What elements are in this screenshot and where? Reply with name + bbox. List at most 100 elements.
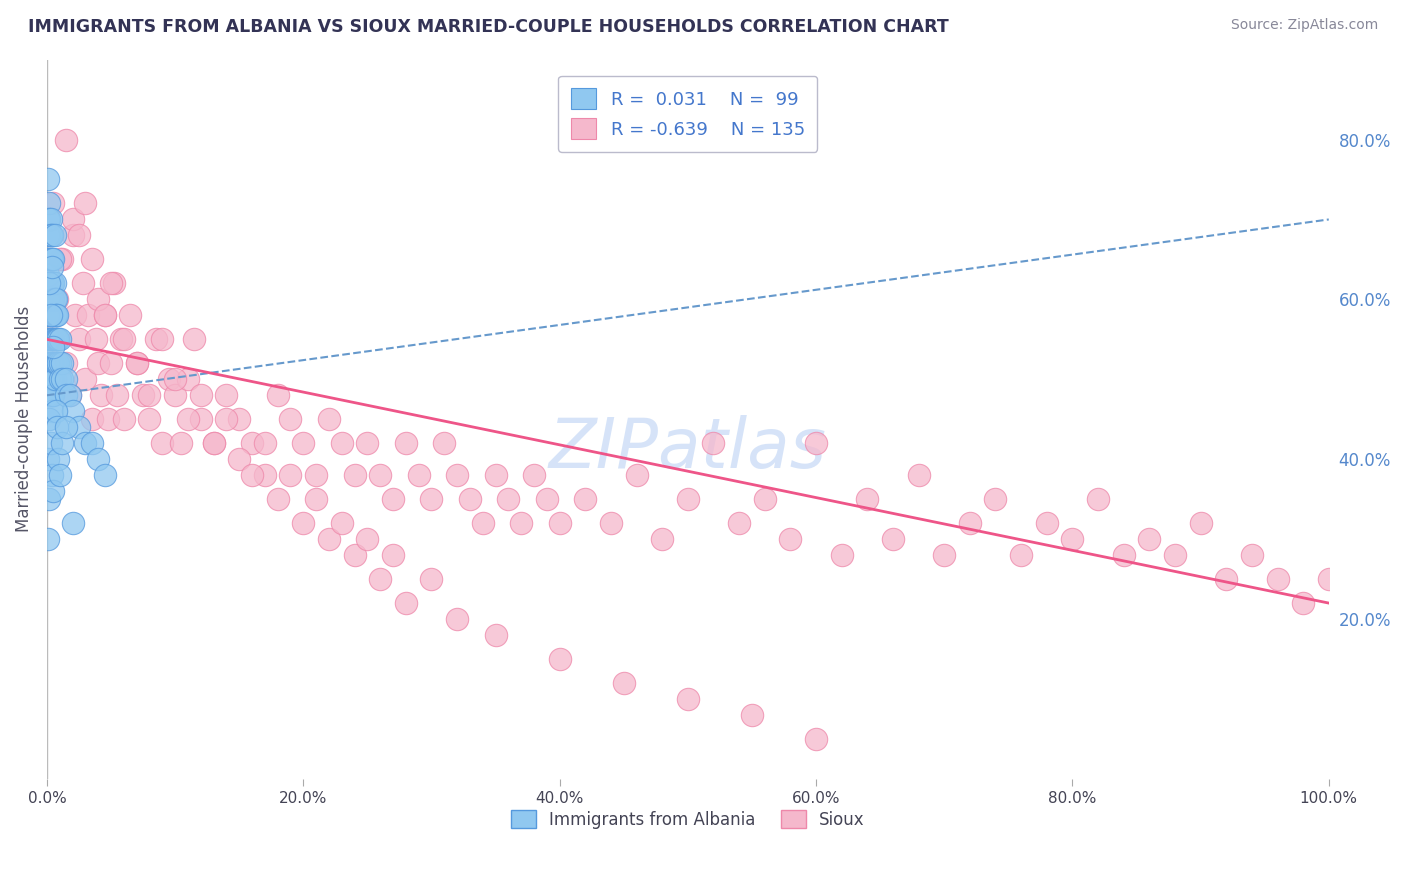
Point xyxy=(779,532,801,546)
Point xyxy=(80,252,103,267)
Point xyxy=(112,332,135,346)
Point xyxy=(676,692,699,706)
Point xyxy=(87,452,110,467)
Point xyxy=(446,468,468,483)
Point xyxy=(408,468,430,483)
Point xyxy=(613,676,636,690)
Point xyxy=(39,309,62,323)
Point xyxy=(177,412,200,426)
Point xyxy=(42,309,65,323)
Point xyxy=(510,516,533,531)
Point xyxy=(1035,516,1057,531)
Point xyxy=(75,436,97,450)
Point xyxy=(1164,548,1187,562)
Point xyxy=(55,132,77,146)
Point xyxy=(38,293,60,307)
Point xyxy=(37,372,59,386)
Point xyxy=(55,388,77,402)
Point xyxy=(318,412,340,426)
Point xyxy=(548,652,571,666)
Point xyxy=(498,492,520,507)
Point xyxy=(183,332,205,346)
Point xyxy=(42,484,65,499)
Point xyxy=(41,404,63,418)
Point xyxy=(574,492,596,507)
Point xyxy=(41,277,63,291)
Point xyxy=(125,356,148,370)
Point xyxy=(67,420,90,434)
Point xyxy=(1010,548,1032,562)
Point xyxy=(62,516,84,531)
Point xyxy=(100,356,122,370)
Point xyxy=(280,412,302,426)
Point xyxy=(44,228,66,243)
Point xyxy=(536,492,558,507)
Point xyxy=(77,309,100,323)
Point xyxy=(330,436,353,450)
Point xyxy=(63,309,86,323)
Point xyxy=(433,436,456,450)
Point xyxy=(37,309,59,323)
Point xyxy=(420,572,443,586)
Point xyxy=(471,516,494,531)
Point xyxy=(45,356,67,370)
Point xyxy=(305,468,328,483)
Point xyxy=(1062,532,1084,546)
Point xyxy=(190,412,212,426)
Point xyxy=(93,468,115,483)
Point xyxy=(165,388,187,402)
Point xyxy=(600,516,623,531)
Point xyxy=(651,532,673,546)
Point xyxy=(75,372,97,386)
Point xyxy=(59,388,82,402)
Point xyxy=(67,228,90,243)
Text: IMMIGRANTS FROM ALBANIA VS SIOUX MARRIED-COUPLE HOUSEHOLDS CORRELATION CHART: IMMIGRANTS FROM ALBANIA VS SIOUX MARRIED… xyxy=(28,18,949,36)
Point xyxy=(741,708,763,723)
Point xyxy=(39,356,62,370)
Point xyxy=(62,228,84,243)
Point xyxy=(42,372,65,386)
Point xyxy=(132,388,155,402)
Text: ZIPatlas: ZIPatlas xyxy=(548,415,827,482)
Point xyxy=(882,532,904,546)
Point xyxy=(356,436,378,450)
Point xyxy=(446,612,468,626)
Point xyxy=(190,388,212,402)
Text: Source: ZipAtlas.com: Source: ZipAtlas.com xyxy=(1230,18,1378,32)
Point xyxy=(804,731,827,746)
Point xyxy=(1215,572,1237,586)
Point xyxy=(48,332,70,346)
Point xyxy=(356,532,378,546)
Point xyxy=(266,492,288,507)
Point xyxy=(72,277,94,291)
Point xyxy=(804,436,827,450)
Point xyxy=(959,516,981,531)
Point xyxy=(38,332,60,346)
Point xyxy=(318,532,340,546)
Point xyxy=(292,436,315,450)
Point xyxy=(39,252,62,267)
Point xyxy=(150,436,173,450)
Point xyxy=(46,420,69,434)
Point xyxy=(51,372,73,386)
Point xyxy=(39,372,62,386)
Point xyxy=(157,372,180,386)
Point xyxy=(266,388,288,402)
Point xyxy=(67,332,90,346)
Point xyxy=(87,293,110,307)
Point xyxy=(42,332,65,346)
Point xyxy=(37,228,59,243)
Point xyxy=(51,436,73,450)
Point xyxy=(44,332,66,346)
Point xyxy=(46,332,69,346)
Point xyxy=(1112,548,1135,562)
Point xyxy=(48,332,70,346)
Point xyxy=(343,468,366,483)
Point xyxy=(38,196,60,211)
Point xyxy=(676,492,699,507)
Point xyxy=(145,332,167,346)
Point xyxy=(37,452,59,467)
Point xyxy=(45,332,67,346)
Point xyxy=(240,436,263,450)
Point xyxy=(343,548,366,562)
